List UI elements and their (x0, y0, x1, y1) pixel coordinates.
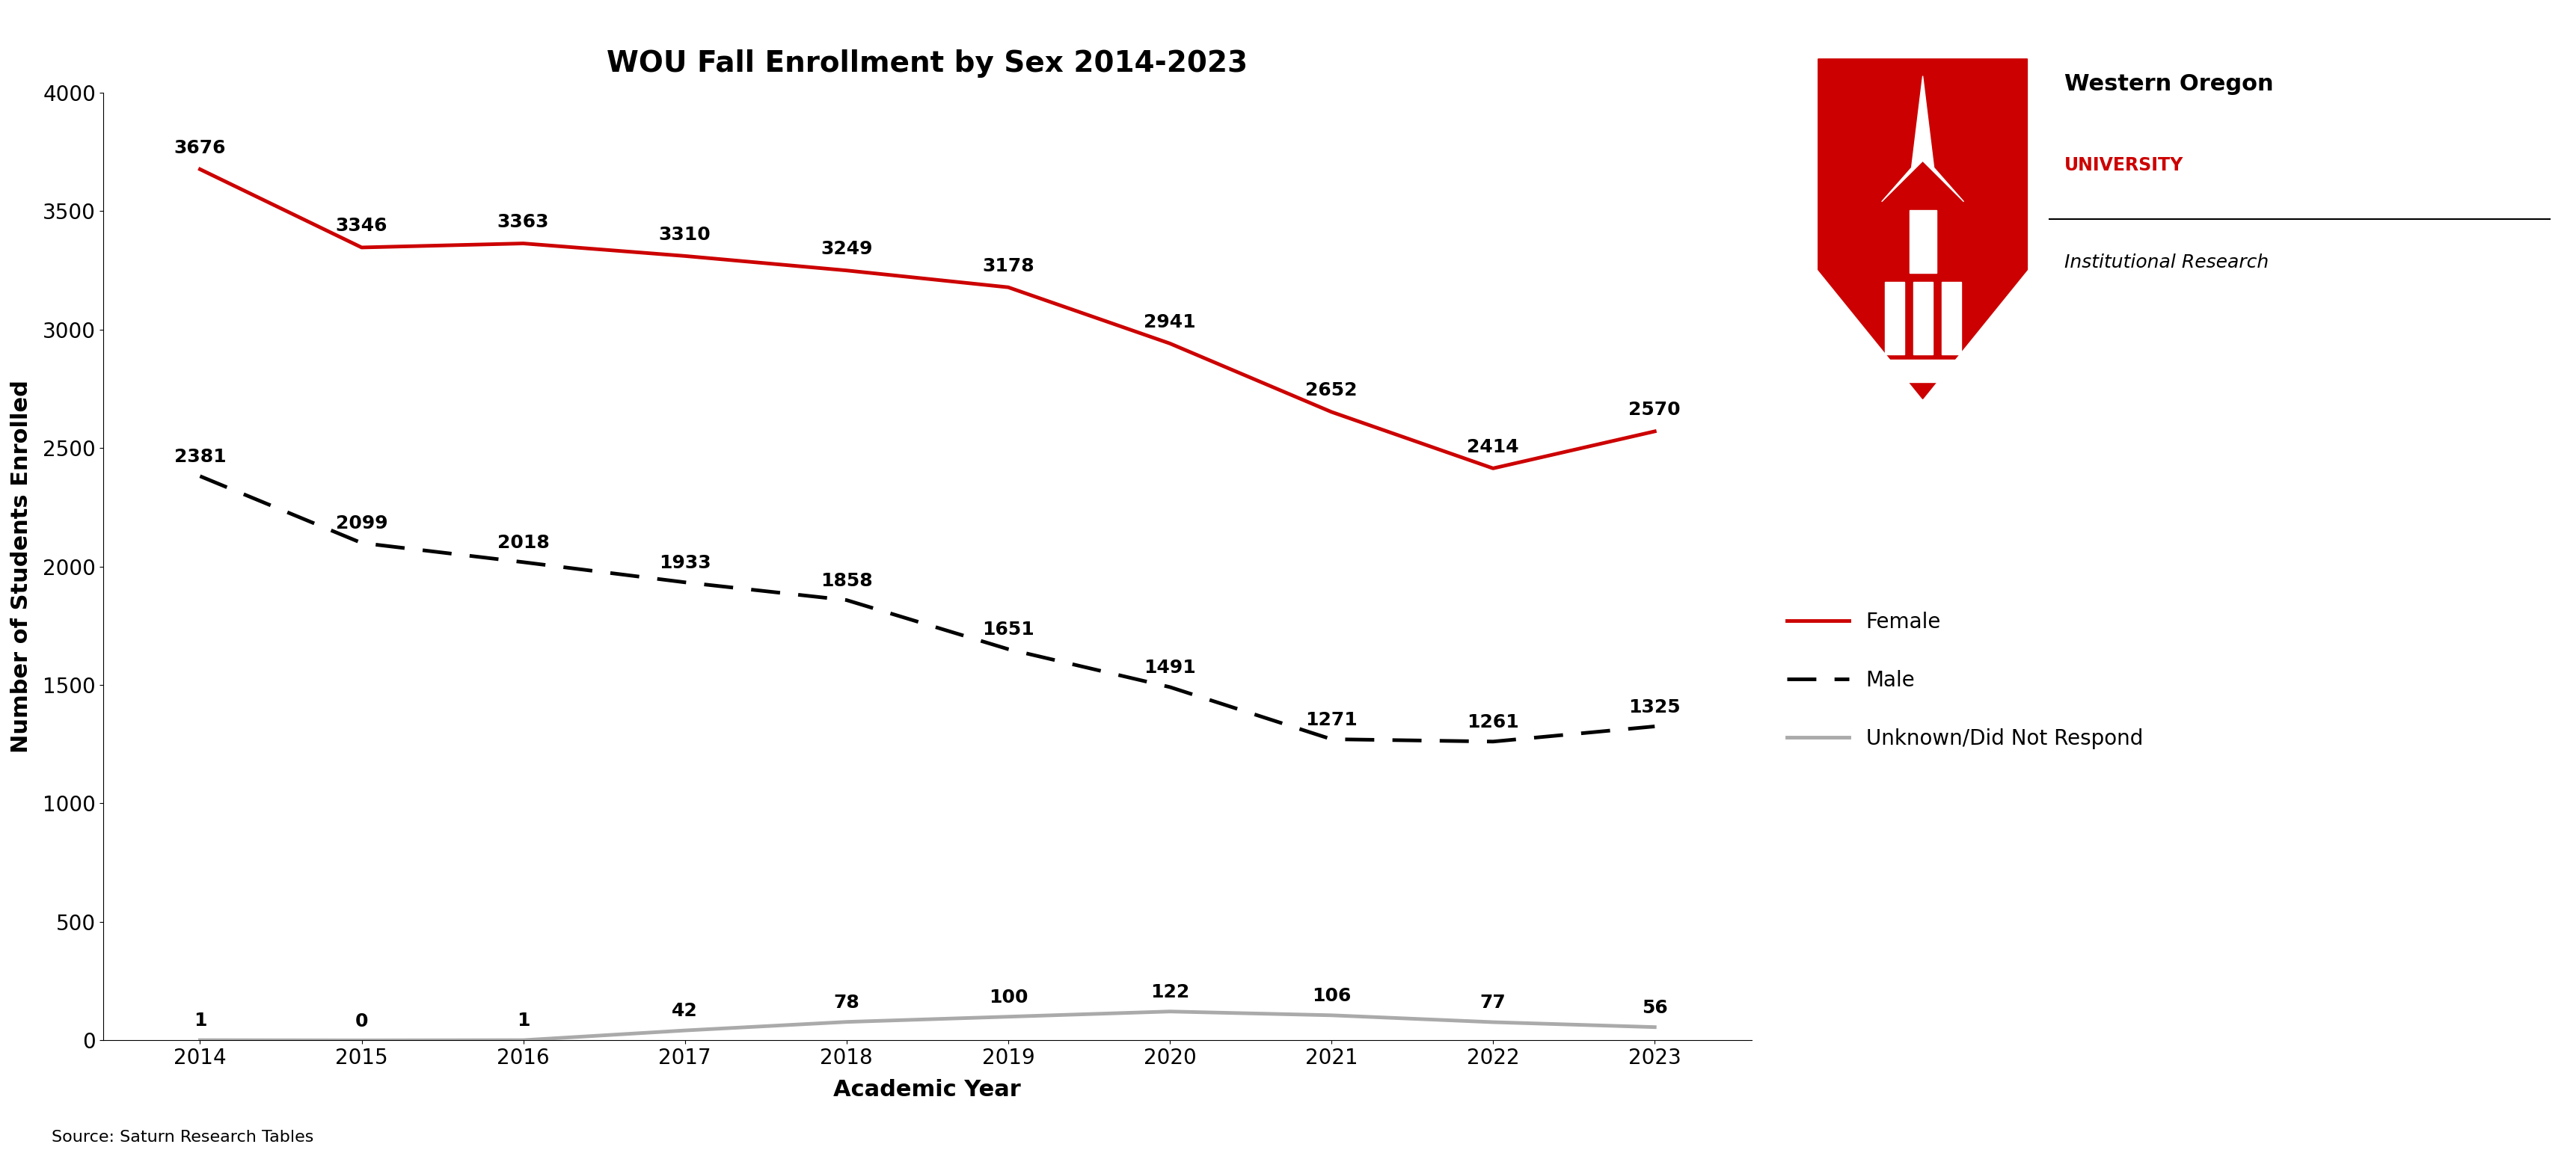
Unknown/Did Not Respond (507, 1033, 538, 1047)
Text: 1325: 1325 (1628, 698, 1680, 716)
Text: 0: 0 (355, 1012, 368, 1030)
Polygon shape (1819, 59, 2027, 399)
Text: 77: 77 (1481, 994, 1507, 1012)
Text: 3178: 3178 (981, 257, 1033, 275)
Text: Source: Saturn Research Tables: Source: Saturn Research Tables (52, 1129, 314, 1144)
Text: 1: 1 (193, 1012, 206, 1030)
Unknown/Did Not Respond (1154, 1005, 1185, 1018)
Male (1316, 732, 1347, 746)
Unknown/Did Not Respond (670, 1023, 701, 1037)
Text: 1491: 1491 (1144, 659, 1195, 676)
Text: 1933: 1933 (659, 554, 711, 572)
Bar (1880, 360, 1963, 381)
Title: WOU Fall Enrollment by Sex 2014-2023: WOU Fall Enrollment by Sex 2014-2023 (608, 50, 1247, 77)
Unknown/Did Not Respond (1638, 1021, 1669, 1035)
Unknown/Did Not Respond (185, 1033, 216, 1047)
Unknown/Did Not Respond (832, 1015, 863, 1029)
Text: 2414: 2414 (1466, 438, 1520, 455)
Text: 1271: 1271 (1306, 711, 1358, 728)
Text: 2652: 2652 (1306, 381, 1358, 400)
Female (832, 264, 863, 277)
Male (992, 643, 1023, 657)
Male (507, 555, 538, 569)
Line: Unknown/Did Not Respond: Unknown/Did Not Respond (201, 1012, 1654, 1040)
Line: Female: Female (201, 169, 1654, 468)
Bar (1886, 282, 1904, 355)
Male (345, 536, 376, 550)
Bar (1909, 210, 1937, 273)
Female (1154, 336, 1185, 350)
Unknown/Did Not Respond (992, 1010, 1023, 1024)
Text: 1858: 1858 (822, 572, 873, 590)
Text: 3310: 3310 (659, 225, 711, 244)
Legend: Female, Male, Unknown/Did Not Respond: Female, Male, Unknown/Did Not Respond (1777, 603, 2151, 757)
Bar (1942, 282, 1960, 355)
Text: 2018: 2018 (497, 534, 549, 551)
Female (992, 281, 1023, 295)
Female (1638, 424, 1669, 438)
Text: 42: 42 (672, 1002, 698, 1020)
X-axis label: Academic Year: Academic Year (835, 1079, 1020, 1101)
Female (1316, 405, 1347, 418)
Text: Western Oregon: Western Oregon (2066, 74, 2275, 95)
Female (345, 240, 376, 254)
Female (507, 237, 538, 251)
Male (832, 593, 863, 607)
Text: 3676: 3676 (175, 139, 227, 157)
Text: 2099: 2099 (335, 514, 389, 533)
Y-axis label: Number of Students Enrolled: Number of Students Enrolled (10, 380, 33, 753)
Unknown/Did Not Respond (345, 1033, 376, 1047)
Text: 1651: 1651 (981, 621, 1033, 639)
Female (1479, 461, 1510, 475)
Text: 2381: 2381 (175, 447, 227, 466)
Text: 56: 56 (1641, 999, 1667, 1017)
Male (1638, 719, 1669, 733)
Text: 2570: 2570 (1628, 401, 1680, 418)
Text: 1: 1 (518, 1012, 531, 1030)
Male (670, 576, 701, 590)
Text: Institutional Research: Institutional Research (2066, 253, 2269, 272)
Male (1479, 734, 1510, 748)
Text: 78: 78 (835, 994, 860, 1012)
Text: 3249: 3249 (822, 240, 873, 258)
Unknown/Did Not Respond (1479, 1015, 1510, 1029)
Unknown/Did Not Respond (1316, 1008, 1347, 1022)
Polygon shape (1880, 76, 1963, 201)
Text: 100: 100 (989, 988, 1028, 1007)
Text: 122: 122 (1151, 983, 1190, 1001)
Female (185, 162, 216, 176)
Text: UNIVERSITY: UNIVERSITY (2066, 156, 2184, 175)
Text: 2941: 2941 (1144, 313, 1195, 331)
Female (670, 249, 701, 262)
Text: 3346: 3346 (335, 217, 386, 235)
Male (185, 469, 216, 483)
Male (1154, 680, 1185, 694)
Bar (1914, 282, 1932, 355)
Text: 1261: 1261 (1466, 713, 1520, 732)
Text: 3363: 3363 (497, 213, 549, 231)
Line: Male: Male (201, 476, 1654, 741)
Text: 106: 106 (1311, 987, 1350, 1005)
